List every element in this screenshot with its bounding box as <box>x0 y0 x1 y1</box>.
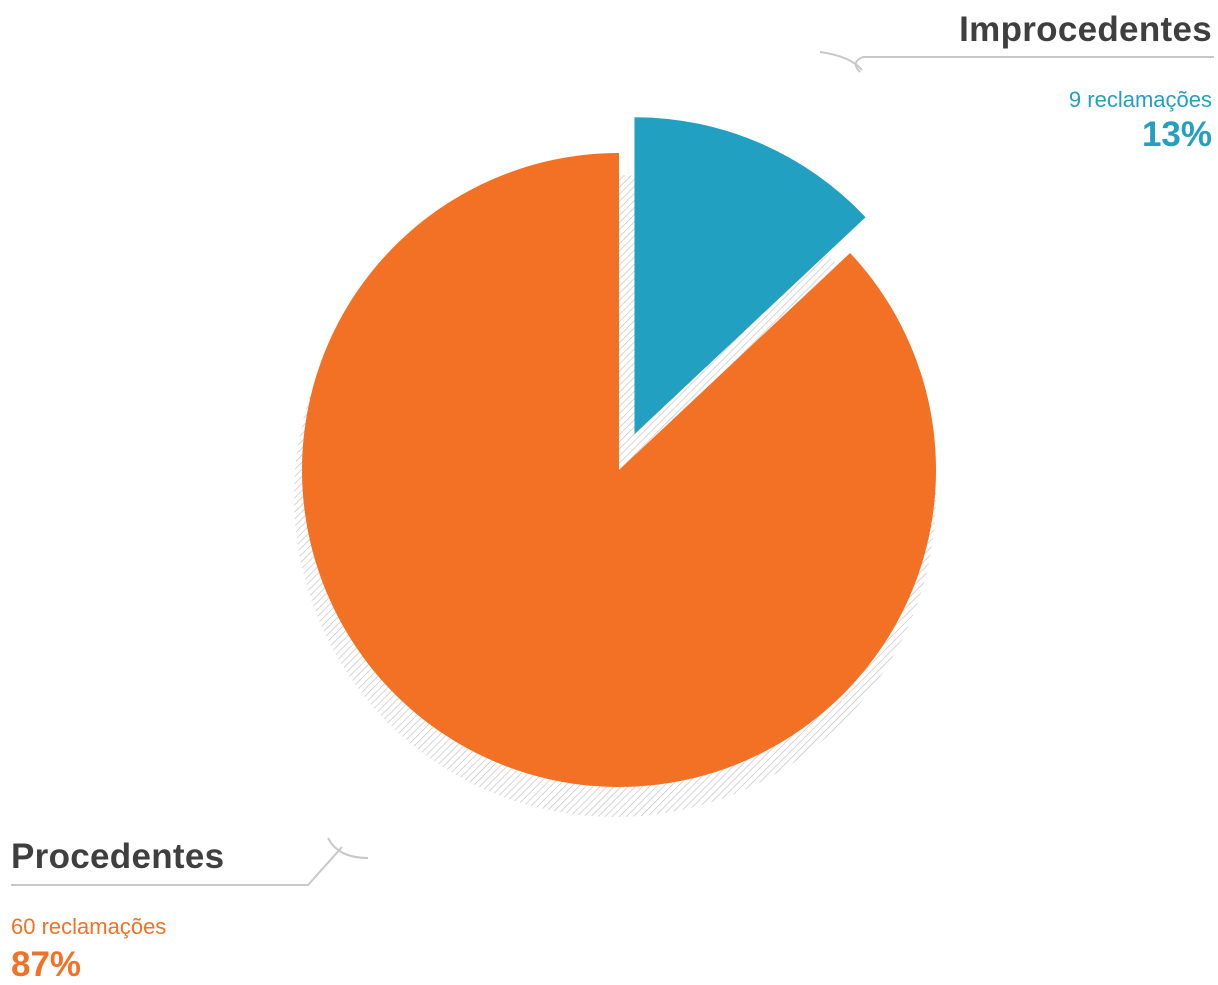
procedentes-label: Procedentes <box>11 837 225 876</box>
pie-slice-improcedentes <box>634 117 866 435</box>
procedentes-leader-line <box>11 837 369 886</box>
procedentes-count: 60 reclamações <box>11 914 167 939</box>
improcedentes-label: Improcedentes <box>959 10 1212 49</box>
improcedentes-count: 9 reclamações <box>1068 87 1212 112</box>
improcedentes-percent: 13% <box>1141 115 1212 154</box>
pie-slice-procedentes <box>302 153 937 787</box>
procedentes-percent: 87% <box>11 945 82 984</box>
improcedentes-leader-line <box>819 51 1214 73</box>
